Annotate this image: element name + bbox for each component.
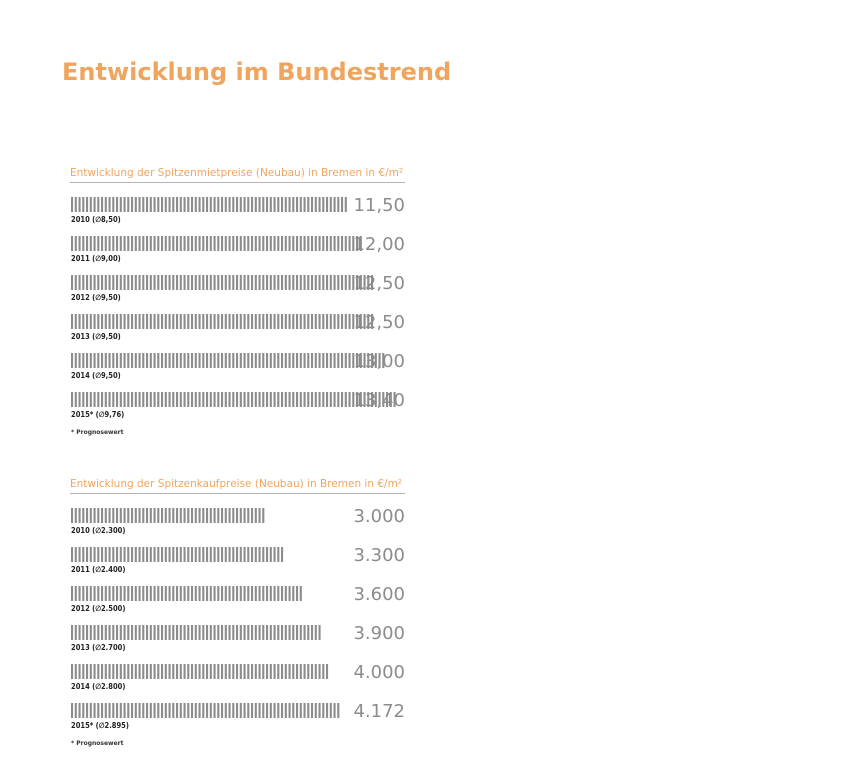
category-label: 2011 (∅9,00) xyxy=(71,254,121,263)
category-label: 2010 (∅8,50) xyxy=(71,215,121,224)
rent-price-chart: Entwicklung der Spitzenmietpreise (Neuba… xyxy=(70,165,405,436)
bar-row: 2014 (∅9,50) 13,00 xyxy=(70,351,405,389)
value-label: 12,50 xyxy=(353,312,405,333)
bar-graphic xyxy=(71,664,329,679)
value-label: 4.172 xyxy=(353,701,405,722)
category-label: 2010 (∅2.300) xyxy=(71,526,126,535)
bar-graphic xyxy=(71,197,347,212)
category-label: 2014 (∅2.800) xyxy=(71,682,126,691)
bar-row: 2012 (∅9,50) 12,50 xyxy=(70,273,405,311)
bar xyxy=(71,353,387,368)
footnote: * Prognosewert xyxy=(71,429,124,436)
bar-graphic xyxy=(71,353,385,368)
bar xyxy=(71,197,350,212)
chart-title: Entwicklung der Spitzenmietpreise (Neuba… xyxy=(70,165,405,183)
bar-graphic xyxy=(71,586,302,601)
bar-graphic xyxy=(71,392,396,407)
bar xyxy=(71,625,323,640)
purchase-price-chart: Entwicklung der Spitzenkaufpreise (Neuba… xyxy=(70,476,405,747)
value-label: 13,40 xyxy=(353,390,405,411)
bar-row: 2011 (∅9,00) 12,00 xyxy=(70,234,405,272)
bar-row: 2014 (∅2.800) 4.000 xyxy=(70,662,405,700)
bar xyxy=(71,703,340,718)
bar-graphic xyxy=(71,236,362,251)
value-label: 11,50 xyxy=(353,195,405,216)
category-label: 2013 (∅2.700) xyxy=(71,643,126,652)
bar xyxy=(71,392,397,407)
bar-graphic xyxy=(71,314,374,329)
bar-row: 2013 (∅9,50) 12,50 xyxy=(70,312,405,350)
value-label: 12,50 xyxy=(353,273,405,294)
bar-graphic xyxy=(71,625,321,640)
value-label: 3.000 xyxy=(353,506,405,527)
page-title: Entwicklung im Bundestrend xyxy=(62,58,452,86)
bar-graphic xyxy=(71,703,340,718)
bar-row: 2012 (∅2.500) 3.600 xyxy=(70,584,405,622)
bar xyxy=(71,508,265,523)
value-label: 3.300 xyxy=(353,545,405,566)
category-label: 2012 (∅2.500) xyxy=(71,604,126,613)
bar xyxy=(71,236,363,251)
bar xyxy=(71,275,375,290)
bar xyxy=(71,547,284,562)
value-label: 3.900 xyxy=(353,623,405,644)
category-label: 2012 (∅9,50) xyxy=(71,293,121,302)
bar-graphic xyxy=(71,547,284,562)
bar-row: 2010 (∅2.300) 3.000 xyxy=(70,506,405,544)
category-label: 2015* (∅9,76) xyxy=(71,410,125,419)
value-label: 12,00 xyxy=(353,234,405,255)
bar-row: 2010 (∅8,50) 11,50 xyxy=(70,195,405,233)
bar-graphic xyxy=(71,508,265,523)
footnote: * Prognosewert xyxy=(71,740,124,747)
value-label: 3.600 xyxy=(353,584,405,605)
bar-row: 2015* (∅2.895) 4.172 xyxy=(70,701,405,739)
category-label: 2013 (∅9,50) xyxy=(71,332,121,341)
chart-title: Entwicklung der Spitzenkaufpreise (Neuba… xyxy=(70,476,405,494)
value-label: 13,00 xyxy=(353,351,405,372)
bar-row: 2015* (∅9,76) 13,40 xyxy=(70,390,405,428)
value-label: 4.000 xyxy=(353,662,405,683)
category-label: 2015* (∅2.895) xyxy=(71,721,129,730)
bar xyxy=(71,586,303,601)
bar-row: 2011 (∅2.400) 3.300 xyxy=(70,545,405,583)
bar-graphic xyxy=(71,275,374,290)
bar xyxy=(71,314,375,329)
bar xyxy=(71,664,329,679)
category-label: 2011 (∅2.400) xyxy=(71,565,126,574)
category-label: 2014 (∅9,50) xyxy=(71,371,121,380)
bar-row: 2013 (∅2.700) 3.900 xyxy=(70,623,405,661)
